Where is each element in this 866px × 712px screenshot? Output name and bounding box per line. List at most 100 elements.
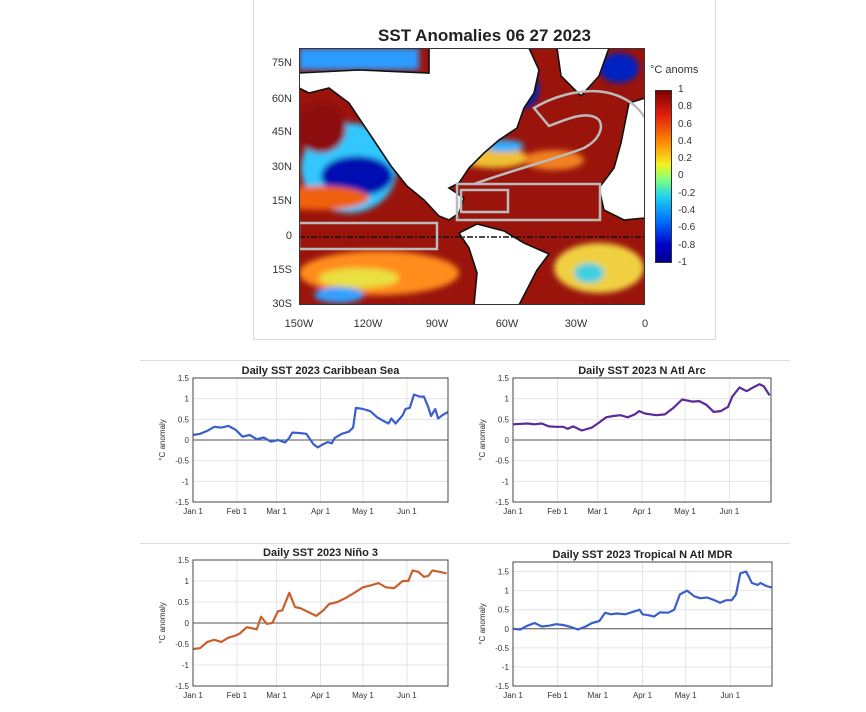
- x-tick-label: Jan 1: [183, 507, 203, 516]
- y-tick-label: -1.5: [175, 682, 189, 691]
- y-tick-label: -1: [502, 477, 510, 486]
- n-atlantic-mix: [524, 150, 584, 170]
- plot-frame: [512, 377, 772, 503]
- x-tick-label: Jun 1: [720, 507, 740, 516]
- lon-tick: 30W: [564, 318, 588, 330]
- land: [299, 48, 645, 305]
- x-tick-label: Jun 1: [397, 507, 417, 516]
- x-tick-label: Mar 1: [588, 691, 609, 700]
- greenland: [556, 48, 610, 98]
- pacific-warm-band: [299, 186, 369, 210]
- south-pacific-cool: [314, 287, 364, 303]
- chart-title: Daily SST 2023 Tropical N Atl MDR: [553, 549, 733, 561]
- x-tick-label: Jan 1: [503, 507, 523, 516]
- divider: [140, 543, 790, 544]
- y-tick-label: 1: [185, 577, 190, 586]
- lon-tick: 60W: [495, 318, 519, 330]
- x-tick-label: Feb 1: [547, 507, 568, 516]
- series-line: [512, 383, 771, 432]
- x-tick-label: Jun 1: [397, 691, 417, 700]
- lat-tick: 0: [285, 230, 292, 242]
- plot-frame: [512, 561, 773, 687]
- chart-2: Jan 1 Feb 1 Mar 1 Apr 1 May 1 Jun 1 -1.5 -1 -0.5…: [158, 547, 449, 700]
- y-tick-label: -1: [182, 661, 190, 670]
- x-tick-label: Jun 1: [720, 691, 740, 700]
- map-frame: [299, 48, 645, 305]
- x-tick-label: May 1: [352, 691, 374, 700]
- colorbar-tick: -0.4: [678, 205, 696, 216]
- nino3-box: [299, 221, 439, 251]
- y-tick-label: 1.5: [498, 374, 510, 383]
- y-tick-label: 0: [505, 625, 510, 634]
- colorbar-tick: 1: [678, 84, 684, 95]
- series-line: [512, 570, 773, 631]
- y-axis-label: °C anomaly: [478, 603, 487, 644]
- lat-tick: 30S: [272, 298, 292, 310]
- lon-tick: 120W: [353, 318, 383, 330]
- x-tick-label: May 1: [674, 507, 696, 516]
- colorbar-tick: -1: [678, 257, 687, 268]
- x-tick-label: May 1: [675, 691, 697, 700]
- y-tick-label: 0: [185, 436, 190, 445]
- map-title: SST Anomalies 06 27 2023: [378, 26, 591, 45]
- y-tick-label: -0.5: [175, 457, 189, 466]
- south-pacific-yellow: [319, 268, 399, 288]
- y-tick-label: 1: [185, 395, 190, 404]
- colorbar-tick: 0: [678, 170, 684, 181]
- colorbar-tick: -0.8: [678, 240, 696, 251]
- x-tick-label: Apr 1: [311, 507, 331, 516]
- y-axis-label: °C anomaly: [478, 419, 487, 460]
- x-tick-label: Mar 1: [266, 691, 287, 700]
- arctic-cold-patch: [299, 48, 419, 70]
- x-tick-label: Feb 1: [547, 691, 568, 700]
- lon-tick: 150W: [284, 318, 314, 330]
- y-tick-label: 1.5: [178, 556, 190, 565]
- colorbar-tick: 0.8: [678, 101, 692, 112]
- ne-pacific-warm-core: [299, 103, 346, 153]
- series-line: [192, 569, 447, 651]
- ne-pacific-cold-patch: [321, 156, 393, 196]
- north-america: [299, 48, 540, 221]
- y-tick-label: 0.5: [498, 606, 510, 615]
- lat-tick: 15N: [271, 195, 292, 207]
- lat-tick: 30N: [271, 161, 292, 173]
- colorbar-tick: -0.6: [678, 222, 696, 233]
- x-tick-label: Mar 1: [266, 507, 287, 516]
- y-axis-label: °C anomaly: [158, 419, 167, 460]
- y-tick-label: 1.5: [498, 568, 510, 577]
- y-tick-label: -0.5: [495, 644, 509, 653]
- colorbar-tick: -0.2: [678, 188, 696, 199]
- y-tick-label: 0.5: [178, 598, 190, 607]
- lat-tick: 60N: [271, 93, 292, 105]
- x-tick-label: Jan 1: [183, 691, 203, 700]
- y-tick-label: -1.5: [175, 498, 189, 507]
- chart-3: Jan 1 Feb 1 Mar 1 Apr 1 May 1 Jun 1 -1.5 -1 -0.5…: [478, 549, 773, 700]
- x-tick-label: Mar 1: [587, 507, 608, 516]
- caribbean-box: [459, 188, 510, 214]
- chart-1: Jan 1 Feb 1 Mar 1 Apr 1 May 1 Jun 1 -1.5 -1 -0.5…: [478, 365, 772, 516]
- y-tick-label: 1.5: [178, 374, 190, 383]
- y-tick-label: -0.5: [175, 640, 189, 649]
- series-line: [192, 393, 449, 449]
- chart-title: Daily SST 2023 N Atl Arc: [578, 365, 706, 377]
- plot-frame: [192, 559, 449, 687]
- chart-title: Daily SST 2023 Caribbean Sea: [242, 365, 401, 377]
- south-america: [457, 223, 551, 305]
- y-tick-label: 1: [505, 395, 510, 404]
- y-tick-label: -1.5: [495, 498, 509, 507]
- colorbar-tick: 0.4: [678, 136, 692, 147]
- lat-tick: 15S: [272, 264, 292, 276]
- x-tick-label: Feb 1: [227, 691, 248, 700]
- mdr-box: [455, 182, 602, 222]
- x-tick-label: Jan 1: [503, 691, 523, 700]
- greenland-sea-cold: [599, 53, 639, 83]
- chart-title: Daily SST 2023 Niño 3: [263, 547, 378, 559]
- y-tick-label: -1.5: [495, 682, 509, 691]
- n-atl-arc-outline: [473, 89, 645, 186]
- colorbar-label: °C anoms: [650, 64, 699, 76]
- south-atlantic-cool: [574, 263, 604, 283]
- y-tick-label: 0.5: [178, 415, 190, 424]
- y-tick-label: 1: [505, 587, 510, 596]
- colorbar: [655, 90, 672, 263]
